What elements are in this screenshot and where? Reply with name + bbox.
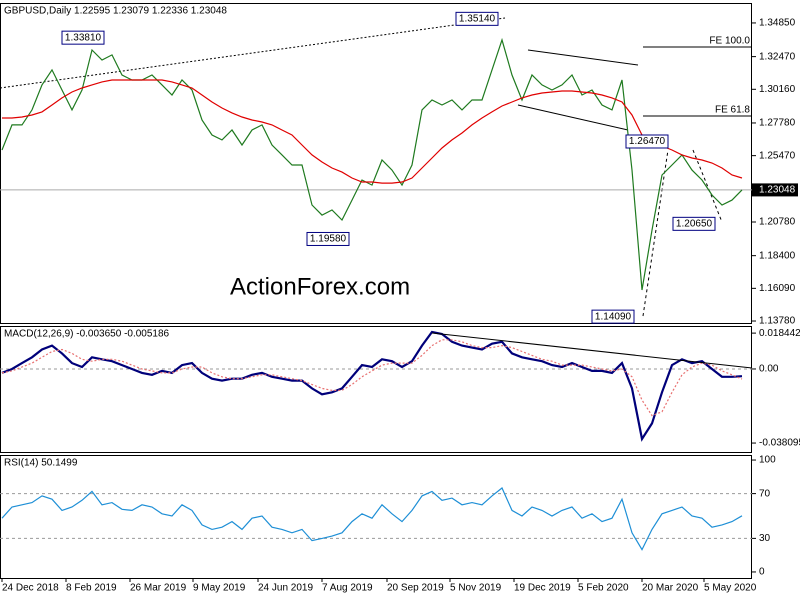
fib-label: FE 100.0: [709, 36, 750, 47]
price-annotation: 1.33810: [65, 32, 102, 43]
macd-trendline: [431, 332, 753, 369]
panel-frame: [0, 326, 752, 453]
trendline: [0, 17, 506, 89]
price-annotation: 1.19580: [310, 234, 347, 245]
channel-line: [517, 104, 629, 131]
indicator-line: [2, 79, 743, 184]
panel-title: GBPUSD,Daily 1.22595 1.23079 1.22336 1.2…: [4, 6, 227, 17]
watermark: ActionForex.com: [230, 273, 410, 300]
y-tick-label: 1.25470: [759, 150, 796, 161]
price-annotation-box: [306, 231, 350, 246]
indicator-line: [1, 339, 743, 417]
price-annotation-box: [591, 309, 635, 324]
price-line: [1, 37, 743, 291]
price-annotation-box: [61, 30, 105, 45]
price-annotation: 1.20650: [676, 218, 713, 229]
y-tick-label: 1.34850: [759, 18, 796, 29]
x-tick-label: 20 Sep 2019: [387, 583, 444, 594]
channel-line: [527, 49, 639, 66]
y-tick-label: 1.27780: [759, 118, 796, 129]
y-tick-label: 1.16090: [759, 283, 796, 294]
panel-frame: [0, 3, 752, 324]
y-tick-label: 1.20780: [759, 217, 796, 228]
y-tick-label: 30: [759, 533, 771, 544]
x-tick-label: 20 Mar 2020: [642, 583, 699, 594]
x-tick-label: 24 Jun 2019: [258, 583, 313, 594]
y-tick-label: 1.32470: [759, 51, 796, 62]
price-annotation: 1.35140: [459, 13, 496, 24]
x-tick-label: 7 Aug 2019: [322, 583, 373, 594]
y-tick-label: 0.00: [759, 364, 779, 375]
price-annotation-box: [625, 134, 669, 149]
panel-title: RSI(14) 50.1499: [4, 458, 78, 469]
panel-title: MACD(12,26,9) -0.003650 -0.005186: [4, 329, 170, 340]
x-tick-label: 9 May 2019: [193, 583, 246, 594]
trendline: [642, 149, 669, 317]
current-price-box: [752, 183, 798, 197]
x-tick-label: 5 Nov 2019: [450, 583, 502, 594]
y-tick-label: 0: [759, 567, 765, 578]
price-annotation-box: [672, 216, 716, 231]
price-annotation: 1.14090: [595, 311, 632, 322]
y-tick-label: -0.038095: [759, 438, 800, 449]
x-tick-label: 19 Dec 2019: [514, 583, 571, 594]
x-tick-label: 8 Feb 2019: [66, 583, 117, 594]
price-annotation-box: [455, 11, 499, 26]
x-tick-label: 5 May 2020: [704, 583, 757, 594]
y-tick-label: 70: [759, 488, 771, 499]
current-price-label: 1.23048: [759, 185, 796, 196]
y-tick-label: 1.18400: [759, 250, 796, 261]
y-tick-label: 1.13780: [759, 316, 796, 327]
panel-frame: [0, 455, 752, 579]
indicator-line: [1, 487, 743, 551]
trendline: [692, 149, 723, 223]
x-tick-label: 26 Mar 2019: [130, 583, 187, 594]
price-annotation: 1.26470: [629, 136, 666, 147]
fib-label: FE 61.8: [715, 105, 750, 116]
y-tick-label: 1.30160: [759, 84, 796, 95]
indicator-line: [1, 330, 743, 442]
x-tick-label: 5 Feb 2020: [578, 583, 629, 594]
y-tick-label: 0.018442: [759, 328, 800, 339]
y-tick-label: 100: [759, 455, 776, 466]
x-tick-label: 24 Dec 2018: [2, 583, 59, 594]
